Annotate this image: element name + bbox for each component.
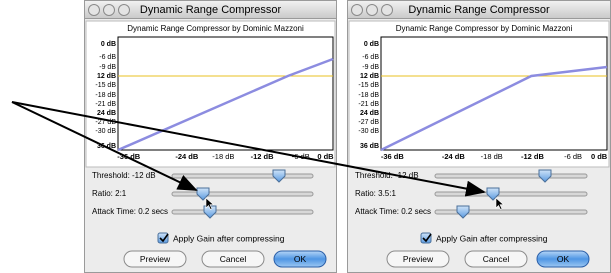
x-axis-label: -24 dB <box>175 152 199 161</box>
y-axis-label: -6 dB <box>362 54 379 61</box>
ratio-slider-track <box>435 192 587 196</box>
slider-label: Threshold: -12 dB <box>92 171 156 180</box>
y-axis-label: 0 dB <box>101 41 116 48</box>
y-axis-label: -30 dB <box>358 128 379 135</box>
y-axis-label: 12 dB <box>97 73 116 80</box>
page: {"windows": [ {"title": "Dynamic Range C… <box>0 0 611 273</box>
slider-label: Ratio: 2:1 <box>92 189 127 198</box>
y-axis-label: -9 dB <box>99 64 116 71</box>
y-axis-label: -21 dB <box>95 101 116 108</box>
dialog-window: Dynamic Range Compressor Dynamic Range Co… <box>348 1 611 273</box>
y-axis-label: 0 dB <box>364 41 379 48</box>
checkbox-label: Apply Gain after compressing <box>436 233 548 243</box>
y-axis-label: -15 dB <box>95 82 116 89</box>
window-button[interactable] <box>382 5 393 16</box>
plot-area <box>118 37 333 150</box>
attack-slider-track <box>172 210 313 214</box>
y-axis-label: -18 dB <box>358 92 379 99</box>
ratio-slider-track <box>172 192 313 196</box>
window-title: Dynamic Range Compressor <box>140 4 282 16</box>
window-button[interactable] <box>89 5 100 16</box>
slider-label: Ratio: 3.5:1 <box>355 189 396 198</box>
checkbox-label: Apply Gain after compressing <box>173 233 285 243</box>
window-button[interactable] <box>104 5 115 16</box>
y-axis-label: -27 dB <box>358 119 379 126</box>
graph-title: Dynamic Range Compressor by Dominic Mazz… <box>127 24 304 33</box>
x-axis-label: -24 dB <box>442 152 466 161</box>
graph-title: Dynamic Range Compressor by Dominic Mazz… <box>396 24 573 33</box>
x-axis-label: -6 dB <box>564 152 582 161</box>
dialog-window: Dynamic Range Compressor Dynamic Range Co… <box>85 1 337 273</box>
window-title: Dynamic Range Compressor <box>408 4 550 16</box>
y-axis-label: -15 dB <box>358 82 379 89</box>
button-label: Cancel <box>220 254 247 264</box>
x-axis-label: -12 dB <box>521 152 545 161</box>
x-axis-label: -18 dB <box>212 152 234 161</box>
screenshot: Dynamic Range Compressor Dynamic Range Co… <box>0 0 611 273</box>
x-axis-label: 0 dB <box>591 152 608 161</box>
y-axis-label: -9 dB <box>362 64 379 71</box>
button-label: Preview <box>140 254 171 264</box>
threshold-slider-track <box>435 174 587 178</box>
x-axis-label: -36 dB <box>381 152 405 161</box>
y-axis-label: 24 dB <box>360 110 379 117</box>
x-axis-label: -18 dB <box>481 152 503 161</box>
slider-label: Attack Time: 0.2 secs <box>92 207 168 216</box>
button-label: Cancel <box>483 254 510 264</box>
button-label: OK <box>557 254 570 264</box>
button-label: OK <box>294 254 307 264</box>
y-axis-label: 24 dB <box>97 110 116 117</box>
slider-label: Attack Time: 0.2 secs <box>355 207 431 216</box>
x-axis-label: -12 dB <box>251 152 275 161</box>
window-button[interactable] <box>352 5 363 16</box>
window-button[interactable] <box>367 5 378 16</box>
threshold-slider-track <box>172 174 313 178</box>
button-label: Preview <box>403 254 434 264</box>
y-axis-label: -6 dB <box>99 54 116 61</box>
x-axis-label: 0 dB <box>317 152 334 161</box>
window-button[interactable] <box>119 5 130 16</box>
y-axis-label: -18 dB <box>95 92 116 99</box>
y-axis-label: -21 dB <box>358 101 379 108</box>
y-axis-label: -30 dB <box>95 128 116 135</box>
y-axis-label: 12 dB <box>360 73 379 80</box>
y-axis-label: 36 dB <box>360 143 379 150</box>
